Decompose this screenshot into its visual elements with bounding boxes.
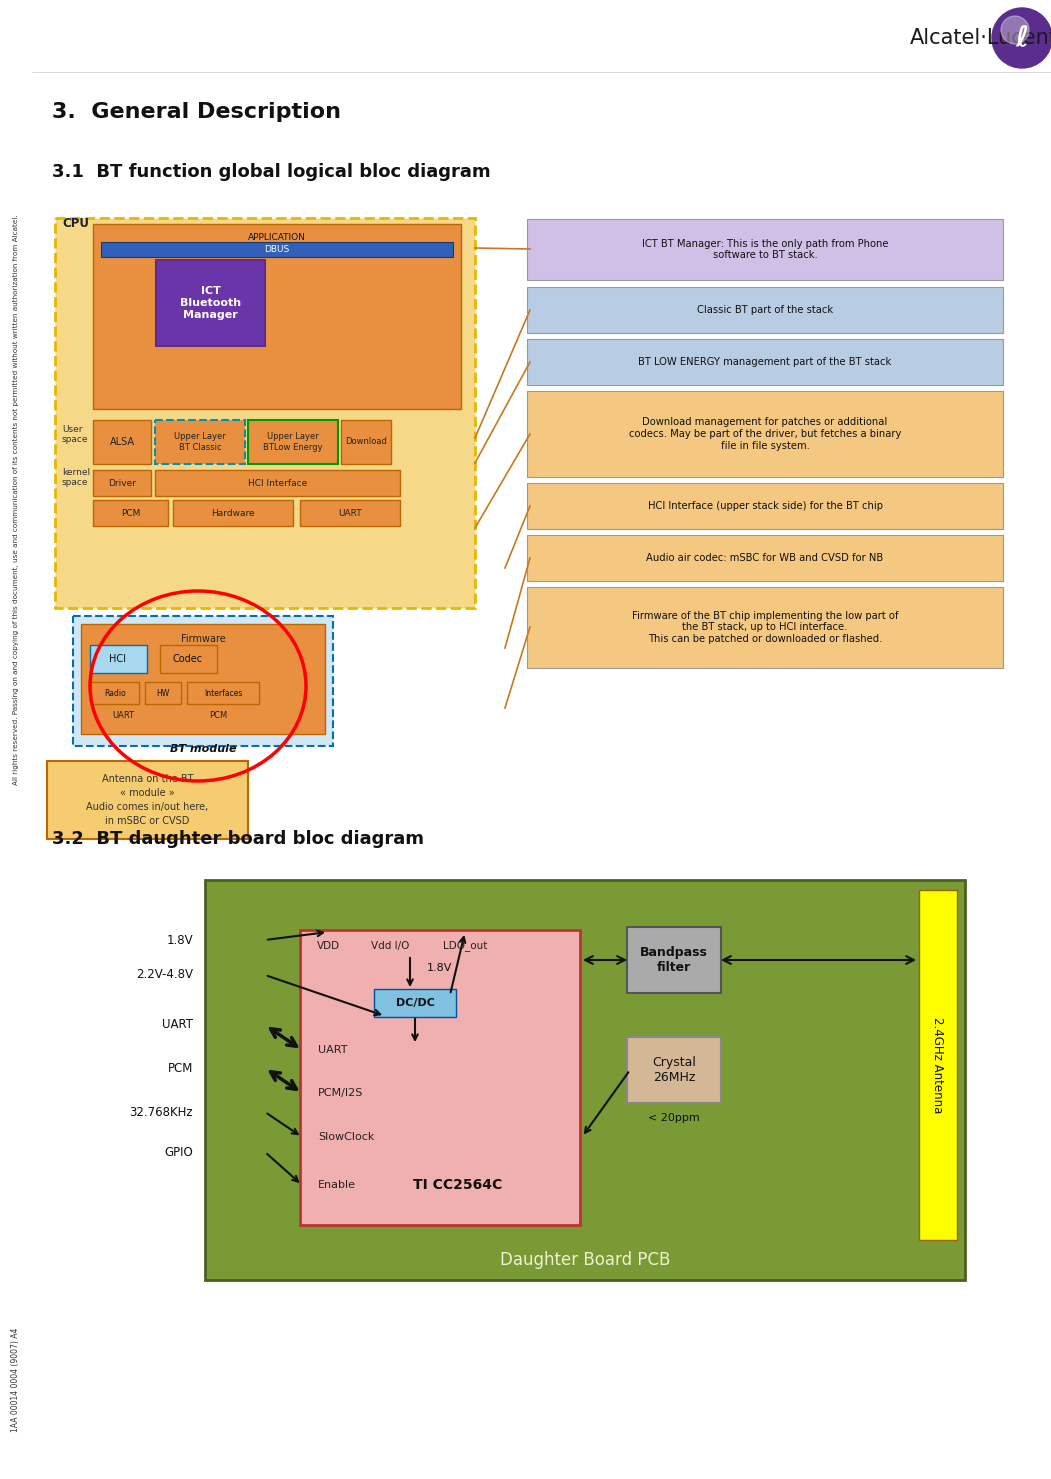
Text: < 20ppm: < 20ppm (648, 1114, 700, 1123)
Text: Crystal
26MHz: Crystal 26MHz (652, 1056, 696, 1084)
FancyBboxPatch shape (92, 500, 168, 527)
Text: Hardware: Hardware (211, 509, 254, 518)
FancyBboxPatch shape (55, 217, 475, 608)
Text: PCM: PCM (121, 509, 140, 518)
Text: 3.2  BT daughter board bloc diagram: 3.2 BT daughter board bloc diagram (51, 830, 424, 847)
FancyBboxPatch shape (91, 682, 139, 704)
FancyBboxPatch shape (527, 390, 1003, 478)
Text: Interfaces: Interfaces (204, 689, 242, 698)
Text: BT LOW ENERGY management part of the BT stack: BT LOW ENERGY management part of the BT … (638, 356, 891, 367)
FancyBboxPatch shape (187, 682, 259, 704)
Text: 1AA 00014 0004 (9007) A4: 1AA 00014 0004 (9007) A4 (12, 1328, 21, 1432)
Text: Firmware of the BT chip implementing the low part of
the BT stack, up to HCI int: Firmware of the BT chip implementing the… (632, 611, 899, 643)
FancyBboxPatch shape (248, 420, 338, 464)
FancyBboxPatch shape (156, 260, 265, 346)
Text: Antenna on the BT: Antenna on the BT (102, 774, 193, 784)
Text: Daughter Board PCB: Daughter Board PCB (500, 1251, 671, 1269)
Text: Audio air codec: mSBC for WB and CVSD for NB: Audio air codec: mSBC for WB and CVSD fo… (646, 553, 884, 563)
FancyBboxPatch shape (527, 339, 1003, 385)
Text: ALSA: ALSA (109, 436, 135, 447)
Text: UART: UART (162, 1019, 193, 1031)
Text: 2.2V-4.8V: 2.2V-4.8V (136, 969, 193, 982)
Text: Bandpass
filter: Bandpass filter (640, 947, 708, 975)
Text: GPIO: GPIO (164, 1146, 193, 1158)
FancyBboxPatch shape (527, 484, 1003, 529)
Text: VDD: VDD (316, 941, 339, 951)
FancyBboxPatch shape (145, 682, 181, 704)
Text: PCM/I2S: PCM/I2S (318, 1089, 364, 1097)
Text: Upper Layer
BT Classic: Upper Layer BT Classic (174, 432, 226, 451)
Text: User
space: User space (62, 424, 88, 444)
Text: 1.8V: 1.8V (166, 933, 193, 947)
Text: HCI Interface (upper stack side) for the BT chip: HCI Interface (upper stack side) for the… (647, 501, 883, 512)
Text: Codec: Codec (173, 654, 203, 664)
FancyBboxPatch shape (205, 880, 965, 1279)
Text: DBUS: DBUS (265, 246, 290, 254)
Text: 2.4GHz Antenna: 2.4GHz Antenna (931, 1018, 945, 1114)
FancyBboxPatch shape (627, 927, 721, 992)
FancyBboxPatch shape (47, 762, 248, 839)
Text: DC/DC: DC/DC (395, 998, 434, 1009)
Text: Download management for patches or additional
codecs. May be part of the driver,: Download management for patches or addit… (628, 417, 901, 451)
FancyBboxPatch shape (374, 989, 456, 1018)
Text: TI CC2564C: TI CC2564C (413, 1177, 502, 1192)
Text: Alcatel·Lucent: Alcatel·Lucent (910, 28, 1051, 47)
FancyBboxPatch shape (919, 890, 957, 1239)
Text: 32.768KHz: 32.768KHz (129, 1105, 193, 1118)
Text: 3.  General Description: 3. General Description (51, 102, 341, 121)
FancyBboxPatch shape (101, 243, 453, 257)
Text: « module »: « module » (120, 788, 174, 799)
Circle shape (1001, 16, 1029, 44)
FancyBboxPatch shape (92, 470, 151, 495)
FancyBboxPatch shape (81, 624, 325, 734)
Text: All rights reserved. Passing on and copying of this document, use and communicat: All rights reserved. Passing on and copy… (13, 214, 19, 785)
FancyBboxPatch shape (341, 420, 391, 464)
Text: Upper Layer
BTLow Energy: Upper Layer BTLow Energy (263, 432, 323, 451)
FancyBboxPatch shape (154, 470, 400, 495)
Circle shape (992, 7, 1051, 68)
FancyBboxPatch shape (173, 500, 293, 527)
FancyBboxPatch shape (527, 535, 1003, 581)
Text: Radio: Radio (104, 689, 126, 698)
FancyBboxPatch shape (154, 420, 245, 464)
FancyBboxPatch shape (300, 930, 580, 1225)
FancyBboxPatch shape (90, 645, 147, 673)
FancyBboxPatch shape (160, 645, 217, 673)
Text: in mSBC or CVSD: in mSBC or CVSD (105, 816, 189, 825)
FancyBboxPatch shape (92, 420, 151, 464)
FancyBboxPatch shape (300, 500, 400, 527)
FancyBboxPatch shape (73, 615, 333, 745)
Text: ICT
Bluetooth
Manager: ICT Bluetooth Manager (180, 287, 241, 319)
Text: ℓ: ℓ (1015, 24, 1029, 52)
FancyBboxPatch shape (527, 587, 1003, 669)
FancyBboxPatch shape (527, 219, 1003, 280)
Text: SlowClock: SlowClock (318, 1131, 374, 1142)
Text: HCI Interface: HCI Interface (248, 479, 307, 488)
Text: HCI: HCI (109, 654, 126, 664)
Text: BT module: BT module (170, 744, 236, 754)
FancyBboxPatch shape (92, 223, 461, 410)
Text: 1.8V: 1.8V (428, 963, 453, 973)
Text: Driver: Driver (108, 479, 136, 488)
Text: Enable: Enable (318, 1180, 356, 1191)
Text: PCM: PCM (167, 1062, 193, 1075)
Text: UART: UART (338, 509, 362, 518)
Text: UART: UART (318, 1046, 348, 1055)
Text: ICT BT Manager: This is the only path from Phone
software to BT stack.: ICT BT Manager: This is the only path fr… (642, 238, 888, 260)
Text: APPLICATION: APPLICATION (248, 234, 306, 243)
Text: Audio comes in/out here,: Audio comes in/out here, (86, 802, 209, 812)
Text: UART: UART (112, 711, 135, 720)
Text: Download: Download (345, 438, 387, 447)
Text: 3.1  BT function global logical bloc diagram: 3.1 BT function global logical bloc diag… (51, 163, 491, 180)
Text: kernel
space: kernel space (62, 467, 90, 488)
Text: Firmware: Firmware (181, 634, 225, 643)
Text: PCM: PCM (209, 711, 227, 720)
Text: LDO_out: LDO_out (442, 941, 488, 951)
Text: HW: HW (157, 689, 169, 698)
Text: Classic BT part of the stack: Classic BT part of the stack (697, 305, 833, 315)
Text: CPU: CPU (62, 217, 89, 231)
FancyBboxPatch shape (527, 287, 1003, 333)
Text: Vdd I/O: Vdd I/O (371, 941, 409, 951)
FancyBboxPatch shape (627, 1037, 721, 1103)
